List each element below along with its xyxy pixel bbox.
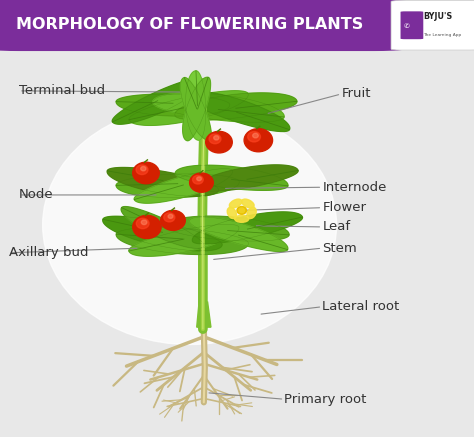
Ellipse shape <box>247 208 256 218</box>
Text: Axillary bud: Axillary bud <box>9 246 89 259</box>
Circle shape <box>43 105 337 344</box>
Polygon shape <box>121 207 204 248</box>
Text: Internode: Internode <box>322 181 387 194</box>
Circle shape <box>141 166 146 171</box>
Polygon shape <box>190 217 288 252</box>
Text: Flower: Flower <box>322 201 366 214</box>
Polygon shape <box>196 165 298 191</box>
FancyBboxPatch shape <box>401 11 423 39</box>
Text: ✆: ✆ <box>403 23 409 29</box>
Circle shape <box>141 220 147 225</box>
Bar <box>0 2 47 49</box>
Ellipse shape <box>227 208 237 218</box>
Polygon shape <box>134 169 233 203</box>
Polygon shape <box>129 91 248 125</box>
Text: Lateral root: Lateral root <box>322 300 400 313</box>
Circle shape <box>192 175 203 184</box>
Text: Fruit: Fruit <box>341 87 371 101</box>
Polygon shape <box>153 93 284 122</box>
Polygon shape <box>116 174 239 198</box>
Polygon shape <box>112 78 203 124</box>
Polygon shape <box>192 212 302 244</box>
Text: Stem: Stem <box>322 242 357 255</box>
Ellipse shape <box>235 215 249 222</box>
Text: MORPHOLOGY OF FLOWERING PLANTS: MORPHOLOGY OF FLOWERING PLANTS <box>16 17 363 32</box>
Circle shape <box>161 210 185 230</box>
Ellipse shape <box>229 199 242 208</box>
Polygon shape <box>184 91 290 132</box>
Text: Terminal bud: Terminal bud <box>19 84 105 97</box>
Text: Primary root: Primary root <box>284 393 367 406</box>
Circle shape <box>244 128 273 152</box>
Polygon shape <box>182 77 210 141</box>
Circle shape <box>206 132 232 153</box>
Circle shape <box>164 213 175 222</box>
Circle shape <box>253 133 258 138</box>
Circle shape <box>214 135 219 140</box>
Circle shape <box>247 132 261 142</box>
Text: The Learning App: The Learning App <box>423 33 461 37</box>
Circle shape <box>209 134 221 144</box>
Ellipse shape <box>242 199 254 208</box>
Polygon shape <box>186 71 206 140</box>
Polygon shape <box>103 216 222 251</box>
Polygon shape <box>175 93 297 120</box>
FancyBboxPatch shape <box>391 0 474 50</box>
Polygon shape <box>175 165 288 190</box>
Text: BYJU'S: BYJU'S <box>423 12 452 21</box>
Circle shape <box>239 208 245 213</box>
Text: Node: Node <box>19 188 54 201</box>
Circle shape <box>133 162 159 184</box>
Polygon shape <box>129 224 239 256</box>
Circle shape <box>133 215 161 239</box>
Circle shape <box>190 173 213 192</box>
Circle shape <box>197 177 201 180</box>
Circle shape <box>168 215 173 218</box>
Circle shape <box>237 207 246 214</box>
FancyBboxPatch shape <box>0 0 412 51</box>
Polygon shape <box>181 77 211 140</box>
Polygon shape <box>107 167 219 196</box>
Polygon shape <box>116 228 248 254</box>
Polygon shape <box>166 216 289 241</box>
Text: Leaf: Leaf <box>322 220 350 233</box>
Polygon shape <box>197 302 211 327</box>
Circle shape <box>136 165 148 175</box>
Polygon shape <box>116 94 230 116</box>
Circle shape <box>137 218 149 229</box>
